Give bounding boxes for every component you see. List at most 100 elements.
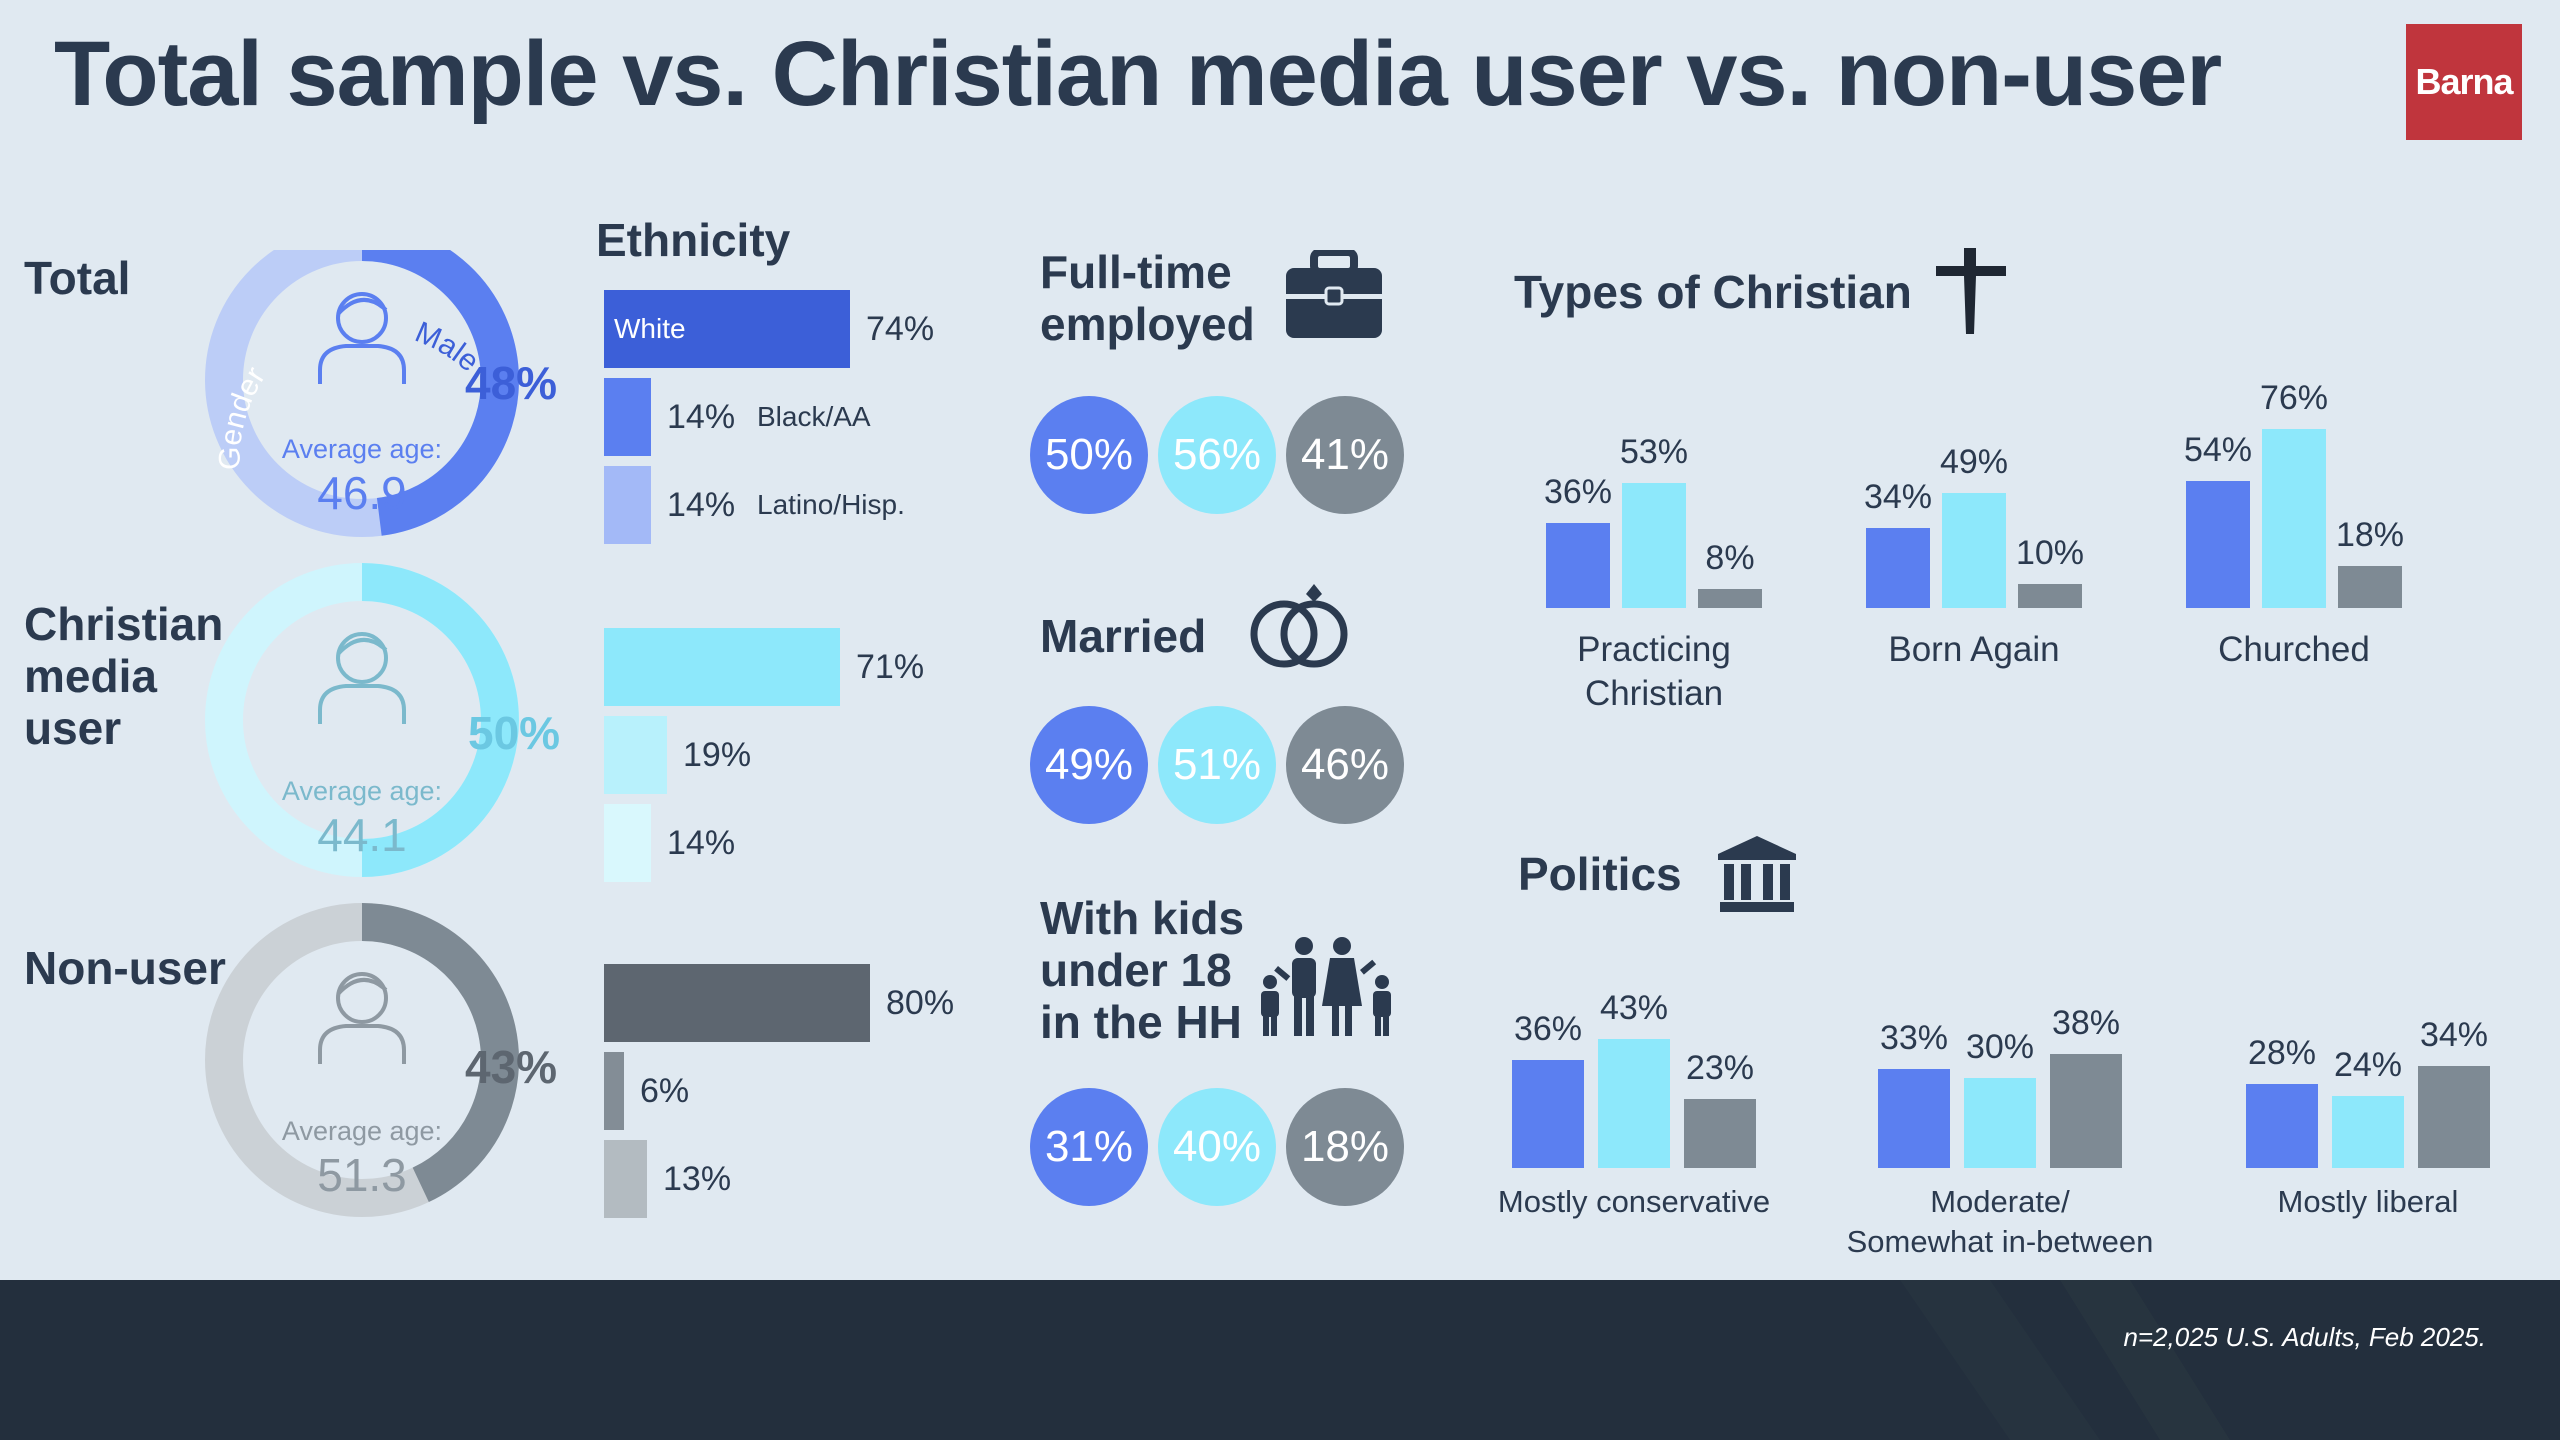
chart-category-label-line: Moderate/ [1930, 1184, 2070, 1219]
chart-value-label: 30% [1965, 1028, 2035, 1066]
chart-category-label: Moderate/Somewhat in-between [1798, 1182, 2202, 1262]
chart-bar [2262, 429, 2326, 608]
chart-category-label-line: Mostly liberal [2277, 1184, 2459, 1219]
stat-circle: 31% [1030, 1088, 1148, 1206]
gender-donuts: Male Gender [205, 250, 519, 1217]
footnote: n=2,025 U.S. Adults, Feb 2025. [2123, 1322, 2486, 1352]
family-icon [1261, 937, 1391, 1036]
ethnicity-pct: 80% [886, 984, 955, 1022]
stat-title-full-time-employed: Full-time employed [1040, 246, 1255, 350]
stat-circle: 40% [1158, 1088, 1276, 1206]
avg-age-total: 46.9 [317, 467, 407, 519]
chart-bar [1598, 1039, 1670, 1168]
chart-bar [1866, 528, 1930, 608]
politics-title: Politics [1518, 848, 1682, 900]
chart-value-label: 53% [1619, 433, 1689, 471]
ethnicity-bar [604, 964, 870, 1042]
chart-value-label: 23% [1685, 1049, 1755, 1087]
ethnicity-bar [604, 1140, 647, 1218]
chart-category-label: Born Again [1786, 628, 2162, 672]
chart-value-label: 49% [1939, 443, 2009, 481]
chart-bar [1964, 1078, 2036, 1168]
chart-category-label: Practicing Christian [1466, 628, 1842, 716]
chart-bar [2418, 1066, 2490, 1168]
chart-bar [2338, 566, 2402, 608]
chart-bar [1546, 523, 1610, 608]
ethnicity-label: Latino/Hisp. [757, 489, 905, 520]
ethnicity-pct: 19% [683, 736, 752, 774]
footer-stripes [1900, 1280, 2230, 1440]
footer-bar [0, 1280, 2560, 1440]
stat-title-married: Married [1040, 610, 1206, 662]
chart-value-label: 10% [2015, 534, 2085, 572]
donut-non-user [205, 903, 519, 1217]
chart-category-label: Mostly conservative [1432, 1182, 1836, 1222]
avg-age-christian-media-user: 44.1 [317, 809, 407, 861]
chart-category-label: Mostly liberal [2166, 1182, 2560, 1222]
chart-bar [1698, 589, 1762, 608]
ethnicity-bar [604, 804, 651, 882]
capitol-building-icon [1718, 836, 1796, 912]
barna-logo: Barna [2406, 24, 2522, 140]
chart-category-label-line: Somewhat in-between [1846, 1224, 2154, 1259]
ethnicity-bar [604, 1052, 624, 1130]
chart-category-label-line: Churched [2218, 630, 2370, 669]
chart-bar [2186, 481, 2250, 608]
chart-value-label: 34% [2419, 1016, 2489, 1054]
page-title: Total sample vs. Christian media user vs… [54, 23, 2222, 125]
ethnicity-pct: 74% [866, 310, 935, 348]
chart-category-label-line: Practicing [1577, 630, 1731, 669]
chart-value-label: 54% [2183, 431, 2253, 469]
chart-category-label-line: Mostly conservative [1497, 1184, 1771, 1219]
avg-age-label-christian-media-user: Average age: [281, 776, 443, 806]
donut-male-arc [361, 563, 519, 877]
ethnicity-label: Black/AA [757, 401, 871, 432]
chart-value-label: 76% [2259, 379, 2329, 417]
stat-title-line: Married [1040, 610, 1207, 662]
chart-bar [2018, 584, 2082, 608]
chart-value-label: 36% [1513, 1010, 1583, 1048]
stat-circle: 46% [1286, 706, 1404, 824]
person-icon [318, 632, 406, 724]
cross-icon [1936, 248, 2006, 334]
person-icon [318, 972, 406, 1064]
chart-value-label: 34% [1863, 478, 1933, 516]
stat-circle: 49% [1030, 706, 1148, 824]
ethnicity-pct: 14% [667, 486, 736, 524]
stat-title-line: With kids [1040, 892, 1245, 944]
male-pct-christian-media-user: 50% [468, 707, 561, 759]
chart-value-label: 43% [1599, 989, 1669, 1027]
chart-bar [1878, 1069, 1950, 1168]
chart-bar [2050, 1054, 2122, 1168]
stat-title-line: employed [1040, 298, 1255, 350]
chart-bar [2246, 1084, 2318, 1168]
ethnicity-bar [604, 466, 651, 544]
chart-value-label: 24% [2333, 1046, 2403, 1084]
stat-title-line: Full-time [1040, 246, 1232, 298]
ethnicity-pct: 13% [663, 1160, 732, 1198]
ethnicity-title: Ethnicity [596, 214, 791, 266]
ethnicity-label: White [614, 313, 686, 344]
donut-male-arc [361, 250, 519, 536]
chart-value-label: 38% [2051, 1004, 2121, 1042]
chart-value-label: 33% [1879, 1019, 1949, 1057]
chart-category-label-line: Christian [1584, 674, 1724, 713]
stat-circle: 51% [1158, 706, 1276, 824]
person-icon [318, 292, 406, 384]
stat-circle: 56% [1158, 396, 1276, 514]
segment-label-christian-media-user: Christian media user [24, 598, 224, 754]
chart-bar [1512, 1060, 1584, 1168]
chart-category-label-line: Born Again [1888, 630, 2060, 669]
donut-total [205, 250, 519, 537]
rings-icon [1250, 584, 1348, 668]
chart-bar [2332, 1096, 2404, 1168]
donut-christian-media-user [205, 563, 519, 877]
chart-value-label: 8% [1705, 539, 1755, 577]
avg-age-label-non-user: Average age: [281, 1116, 443, 1146]
briefcase-icon [1286, 250, 1382, 338]
segment-label-total: Total [24, 252, 131, 304]
stat-title-line: under 18 [1040, 944, 1232, 996]
ethnicity-bar [604, 716, 667, 794]
chart-bar [1942, 493, 2006, 608]
avg-age-label-total: Average age: [281, 434, 443, 464]
